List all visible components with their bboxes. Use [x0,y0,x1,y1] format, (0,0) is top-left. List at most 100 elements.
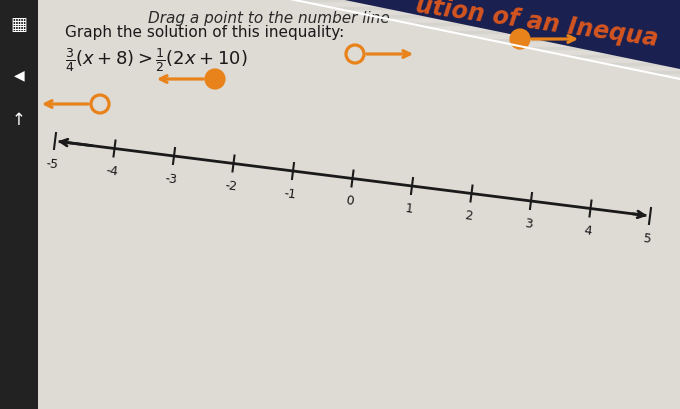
Bar [0,28,680,30]
Circle shape [91,96,109,114]
Bar [0,88,680,90]
Bar [0,239,680,241]
Bar [0,108,680,110]
Text: ▦: ▦ [10,16,27,34]
Bar [0,188,680,189]
Bar [0,247,680,249]
Bar [0,211,680,213]
Bar [0,100,680,102]
Bar [0,271,680,273]
Text: -1: -1 [284,186,297,200]
Bar [0,64,680,66]
Text: -3: -3 [165,171,178,186]
Bar [0,295,680,297]
Bar [0,196,680,198]
Bar [0,168,680,170]
Bar [0,351,680,353]
Bar [0,160,680,162]
Bar [0,132,680,134]
Bar [0,80,680,82]
Bar [0,367,680,369]
Bar [0,335,680,337]
Text: 4: 4 [583,224,592,238]
Bar [0,403,680,405]
Bar [0,175,680,178]
Bar [0,116,680,118]
Text: Graph the solution of this inequality:: Graph the solution of this inequality: [65,25,344,39]
Bar [0,243,680,245]
Bar [0,207,680,209]
Bar [0,124,680,126]
Bar [0,227,680,229]
Bar [0,399,680,401]
Bar [0,319,680,321]
Bar [0,148,680,150]
Bar [0,0,38,409]
Bar [0,323,680,325]
Bar [0,383,680,385]
Bar [0,184,680,186]
Bar [0,303,680,305]
Bar [0,139,680,142]
Bar [0,16,680,18]
Text: -2: -2 [224,179,238,193]
Text: -4: -4 [105,164,119,178]
Bar [0,24,680,26]
Bar [0,20,680,22]
Bar [0,36,680,38]
Bar [0,263,680,265]
Circle shape [511,31,529,49]
Text: 3: 3 [524,216,533,230]
Bar [0,164,680,166]
Bar [0,359,680,361]
Bar [0,180,680,182]
Bar [0,339,680,341]
Polygon shape [340,0,680,70]
Bar [0,204,680,205]
Bar [0,32,680,34]
Bar [0,220,680,221]
Bar [0,152,680,154]
Bar [0,259,680,261]
Circle shape [346,46,364,64]
Bar [0,68,680,70]
Bar [0,112,680,114]
Bar [0,72,680,74]
Text: 2: 2 [464,209,473,223]
Bar [0,104,680,106]
Bar [0,311,680,313]
Text: ↑: ↑ [12,111,26,129]
Bar [0,363,680,365]
Bar [0,48,680,50]
Bar [0,307,680,309]
Bar [0,327,680,329]
Bar [0,60,680,62]
Bar [0,44,680,46]
Bar [0,120,680,122]
Bar [0,40,680,42]
Bar [0,84,680,86]
Bar [0,279,680,281]
Text: ◀: ◀ [14,68,24,82]
Bar [0,231,680,234]
Bar [0,4,680,6]
Bar [0,172,680,173]
Bar [0,96,680,98]
Bar [0,200,680,202]
Bar [0,267,680,270]
Bar [0,252,680,254]
Bar [0,56,680,58]
Bar [0,331,680,333]
Bar [0,0,680,2]
Bar [0,347,680,349]
Bar [0,395,680,397]
Bar [0,92,680,94]
Bar [0,283,680,285]
Bar [0,255,680,257]
Bar [0,12,680,14]
Circle shape [206,71,224,89]
Bar [0,155,680,157]
Bar [0,387,680,389]
Bar [0,343,680,345]
Bar [0,315,680,317]
